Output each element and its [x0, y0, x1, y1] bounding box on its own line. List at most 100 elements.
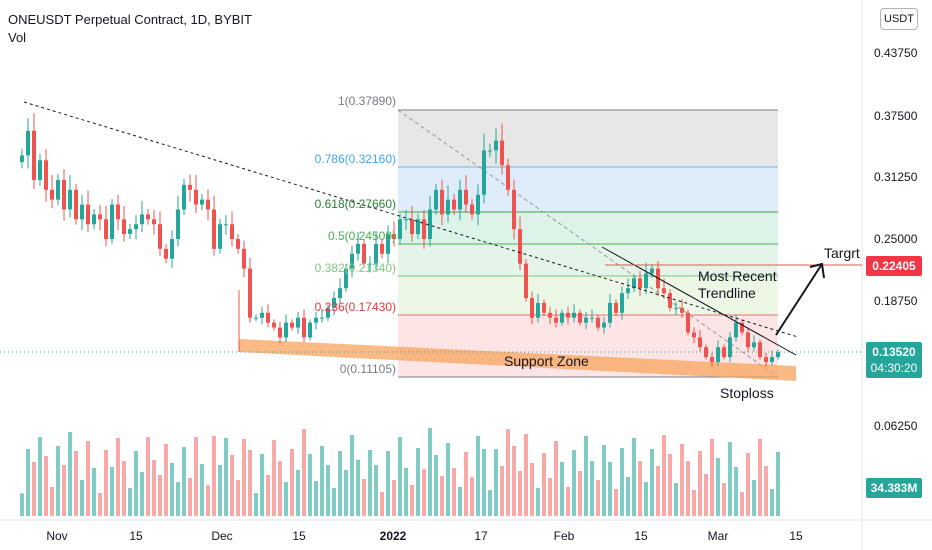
candle-body	[182, 184, 186, 210]
target-arrow-shaft	[775, 263, 823, 336]
candle-body	[260, 312, 264, 318]
volume-bar	[542, 453, 546, 516]
volume-bar	[122, 461, 126, 516]
volume-bar	[26, 449, 30, 516]
fib-label-0786: 0.786(0.32160)	[315, 152, 396, 166]
volume-bar	[374, 465, 378, 516]
candle-body	[428, 209, 432, 239]
volume-bar	[470, 477, 474, 516]
candle-body	[134, 224, 138, 230]
volume-bar	[428, 428, 432, 516]
volume-bar	[206, 485, 210, 516]
volume-bar	[530, 463, 534, 516]
fib-retracement-zones[interactable]	[397, 109, 779, 378]
volume-bar	[350, 435, 354, 516]
candle-body	[416, 219, 420, 235]
volume-bar	[506, 429, 510, 516]
volume-bar	[578, 471, 582, 516]
candle-body	[500, 140, 504, 166]
candle-body	[488, 150, 492, 152]
volume-bar	[92, 468, 96, 516]
last-price-value: 0.13520	[872, 345, 916, 359]
volume-bar	[674, 483, 678, 516]
candle-body	[110, 204, 114, 239]
volume-bar	[218, 465, 222, 516]
volume-bar	[104, 450, 108, 516]
candle-body	[446, 199, 450, 215]
volume-bar	[392, 480, 396, 516]
candle-body	[98, 214, 102, 220]
volume-bar	[440, 476, 444, 516]
long-trendline[interactable]	[23, 101, 799, 338]
price-axis[interactable]: 0.43750 0.37500 0.31250 0.25000 0.18750 …	[874, 46, 918, 433]
candle-body	[494, 140, 498, 151]
candle-body	[554, 317, 558, 323]
volume-value: 34.383M	[871, 481, 918, 495]
candle-body	[566, 312, 570, 318]
volume-bar	[662, 435, 666, 516]
candle-body	[452, 199, 456, 210]
candle-body	[188, 184, 192, 190]
target-price-badge[interactable]	[866, 256, 922, 276]
target-annotation: Targrt	[824, 245, 860, 261]
candle-body	[584, 317, 588, 323]
volume-bar	[170, 463, 174, 516]
volume-bar	[458, 487, 462, 516]
price-tick: 0.37500	[874, 109, 918, 123]
volume-bar	[590, 461, 594, 516]
currency-unit-button[interactable]: USDT	[880, 8, 918, 30]
candle-body	[356, 243, 360, 254]
candle-body	[440, 189, 444, 215]
volume-bar	[158, 475, 162, 516]
trendline-annotation-line1: Most Recent	[698, 268, 777, 284]
candle-body	[770, 357, 774, 362]
volume-bar	[776, 452, 780, 516]
volume-bar	[290, 449, 294, 516]
volume-bar	[266, 475, 270, 516]
candle-body	[50, 189, 54, 200]
fib-label-1: 1(0.37890)	[338, 94, 396, 108]
last-price-badge[interactable]	[866, 342, 922, 378]
candle-body	[68, 189, 72, 210]
candle-body	[740, 322, 744, 333]
volume-bar	[308, 454, 312, 516]
date-tick: 15	[634, 529, 648, 543]
support-zone[interactable]	[239, 339, 796, 381]
volume-bar	[752, 480, 756, 516]
volume-bar	[584, 436, 588, 516]
candle-body	[62, 179, 66, 210]
candle-body	[614, 302, 618, 313]
volume-badge[interactable]	[866, 478, 922, 498]
candle-body	[596, 317, 600, 328]
candle-body	[284, 322, 288, 338]
fib-labels: 1(0.37890) 0.786(0.32160) 0.618(0.27660)…	[315, 94, 396, 376]
candle-body	[392, 234, 396, 239]
volume-bar	[548, 478, 552, 516]
candle-body	[590, 317, 594, 319]
volume-bar	[74, 451, 78, 516]
candle-body	[398, 219, 402, 239]
candle-body	[506, 165, 510, 190]
candle-body	[362, 243, 366, 264]
time-axis[interactable]: Nov 15 Dec 15 2022 17 Feb 15 Mar 15	[46, 529, 803, 543]
volume-bar	[632, 438, 636, 516]
volume-bar	[608, 462, 612, 516]
volume-bar	[380, 492, 384, 516]
volume-bar	[338, 451, 342, 516]
fib-zone-1	[398, 110, 778, 167]
candle-body	[350, 253, 354, 269]
candle-body	[386, 234, 390, 254]
volume-bar	[770, 489, 774, 516]
volume-bar	[728, 442, 732, 516]
candle-body	[158, 224, 162, 249]
candle-body	[434, 189, 438, 210]
candle-body	[512, 189, 516, 230]
volume-bar	[248, 450, 252, 516]
countdown-value: 04:30:20	[871, 361, 918, 375]
volume-bar	[260, 454, 264, 516]
candle-body	[734, 322, 738, 338]
candle-body	[164, 248, 168, 259]
volume-bar	[44, 456, 48, 516]
candle-body	[176, 209, 180, 239]
